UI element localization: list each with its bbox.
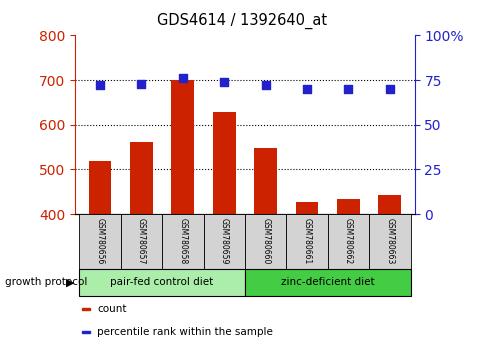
Point (179, 75, 186, 81)
Point (385, 86, 393, 92)
Bar (212, 112, 235, 214)
Text: percentile rank within the sample: percentile rank within the sample (97, 327, 272, 337)
Text: growth protocol: growth protocol (5, 277, 87, 287)
Bar (162, 214, 203, 269)
Bar (79, 214, 121, 269)
Bar (254, 148, 276, 214)
Bar (89, 161, 111, 214)
Point (261, 82, 269, 88)
Bar (327, 214, 368, 269)
Bar (82, 308, 90, 310)
Bar (244, 269, 409, 296)
Bar (378, 195, 400, 214)
Bar (295, 202, 318, 214)
Bar (171, 80, 194, 214)
Text: count: count (97, 304, 126, 314)
Bar (368, 214, 409, 269)
Point (344, 86, 351, 92)
Text: GDS4614 / 1392640_at: GDS4614 / 1392640_at (157, 12, 327, 29)
Text: GSM780663: GSM780663 (385, 218, 393, 265)
Point (220, 79, 227, 85)
Bar (130, 142, 152, 214)
Text: GSM780660: GSM780660 (260, 218, 270, 265)
Point (137, 81, 145, 86)
Bar (121, 214, 162, 269)
Text: pair-fed control diet: pair-fed control diet (110, 277, 213, 287)
Text: GSM780661: GSM780661 (302, 218, 311, 265)
Text: zinc-deficient diet: zinc-deficient diet (280, 277, 374, 287)
Bar (336, 199, 359, 214)
Text: ▶: ▶ (66, 277, 75, 287)
Bar (244, 214, 286, 269)
Bar (203, 214, 244, 269)
Bar (82, 331, 90, 333)
Text: GSM780659: GSM780659 (219, 218, 228, 265)
Text: GSM780658: GSM780658 (178, 218, 187, 265)
Text: GSM780657: GSM780657 (136, 218, 146, 265)
Point (96, 82, 104, 88)
Text: GSM780662: GSM780662 (343, 218, 352, 265)
Bar (286, 214, 327, 269)
Point (302, 86, 310, 92)
Text: GSM780656: GSM780656 (95, 218, 104, 265)
Bar (79, 269, 244, 296)
